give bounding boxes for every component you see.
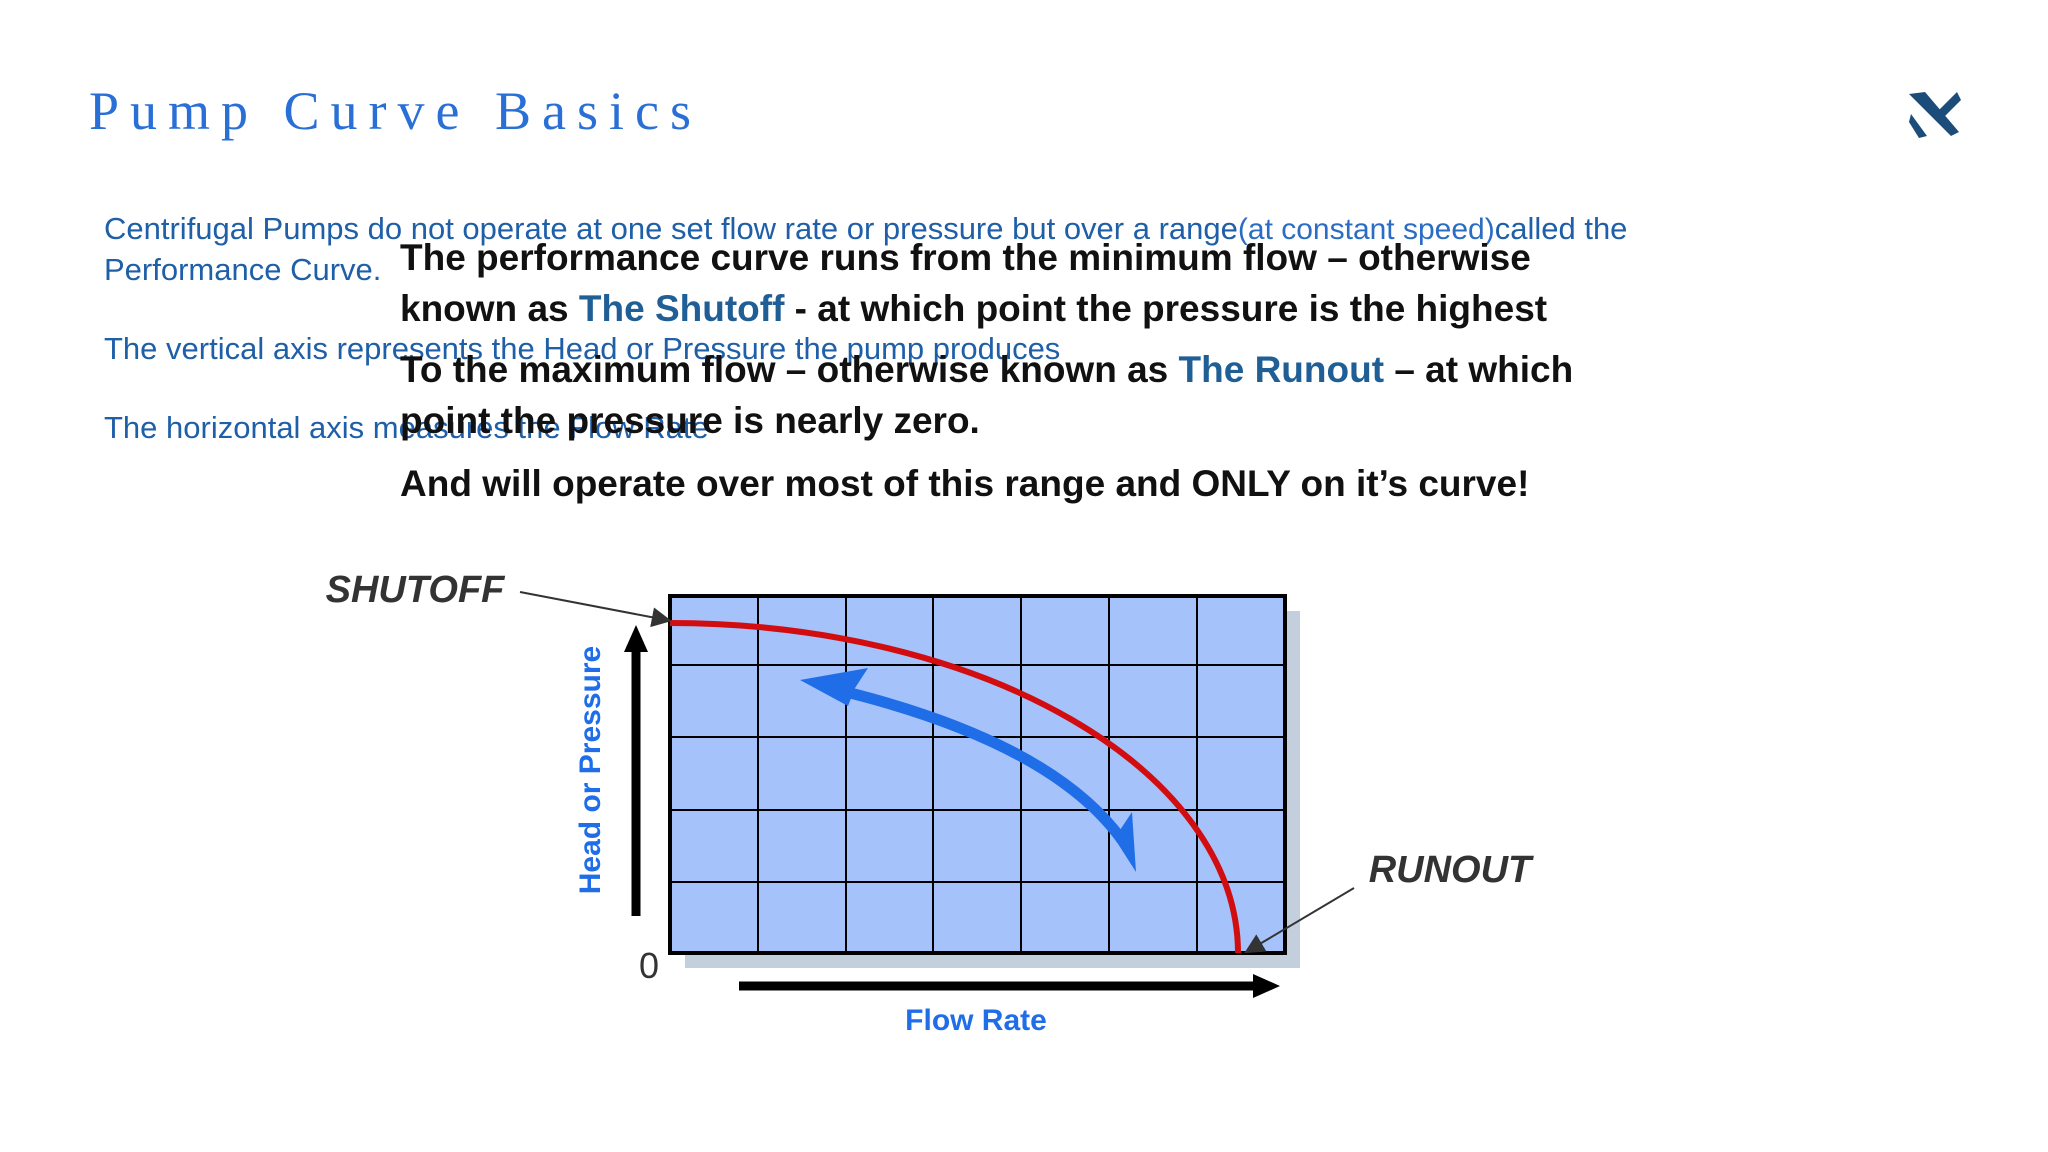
pump-curve (669, 620, 1241, 954)
text-span: - at which point the pressure is the hig… (784, 288, 1548, 329)
runout-label: RUNOUT (1369, 849, 1534, 891)
overlay-paragraph: To the maximum flow – otherwise known as… (400, 344, 1650, 446)
horizontal-axis-text: The horizontal axis measures the Flow Ra… (104, 410, 709, 445)
text-span: (at constant speed) (1237, 213, 1495, 246)
text-span: Centrifugal Pumps do not operate at one … (104, 211, 1238, 246)
arrowhead (800, 668, 868, 706)
grid-lines (670, 596, 1285, 953)
arrowhead (624, 625, 648, 652)
grid (668, 594, 1287, 955)
vertical-axis-text: The vertical axis represents the Head or… (104, 331, 1061, 366)
text-span: To the maximum flow – otherwise known as (400, 349, 1179, 390)
overlay-paragraph: The performance curve runs from the mini… (400, 232, 1650, 334)
text-span: The performance curve runs from the mini… (400, 237, 1531, 329)
operating-range-arrow (828, 682, 1127, 844)
x-axis-label: Flow Rate (905, 1004, 1047, 1037)
text-span: – at which point the pressure is nearly … (400, 349, 1574, 441)
highlight: The Runout (1178, 349, 1385, 390)
logo (1909, 92, 1961, 138)
origin-label: 0 (639, 945, 659, 986)
y-axis-label: Head or Pressure (574, 646, 607, 894)
leader-line (519, 591, 672, 628)
slide-title: Pump Curve Basics (89, 81, 702, 141)
arrowhead (1253, 974, 1280, 998)
overlay-paragraph: And will operate over most of this range… (400, 463, 1530, 504)
leader-line (1244, 887, 1355, 954)
text-span: called the Performance Curve. (104, 211, 1628, 287)
highlight: The Shutoff (578, 288, 785, 329)
arrowhead (1104, 812, 1136, 872)
intro-text: Centrifugal Pumps do not operate at one … (104, 209, 1804, 290)
shutoff-label: SHUTOFF (326, 569, 507, 611)
